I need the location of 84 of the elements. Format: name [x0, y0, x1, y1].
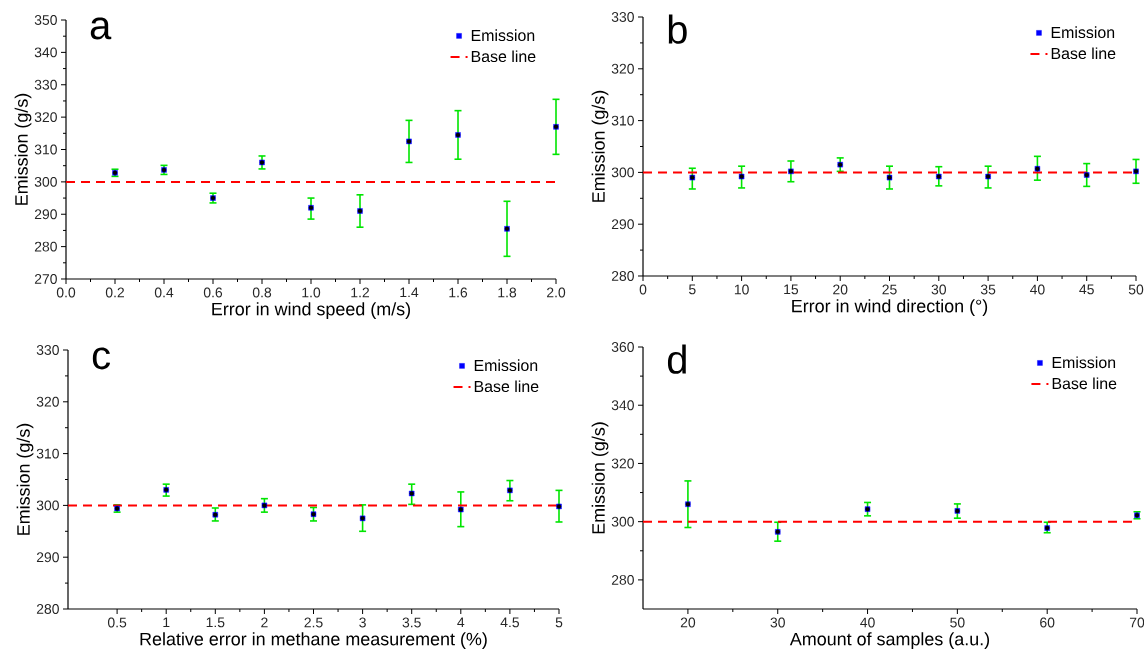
x-axis-title: Amount of samples (a.u.)	[789, 632, 990, 649]
x-tick-label: 1.8	[498, 287, 517, 298]
x-tick-label: 40	[860, 617, 875, 628]
x-tick-label: 15	[784, 284, 799, 295]
x-tick-label: 0.0	[56, 287, 76, 298]
legend-label: Emission	[471, 29, 535, 42]
x-axis-title: Error in wind direction (°)	[792, 299, 988, 316]
y-axis-title: Emission (g/s)	[591, 90, 609, 202]
legend-label: Emission	[474, 359, 538, 372]
x-tick-label: 1.0	[302, 287, 321, 298]
x-tick-label: 5	[555, 617, 563, 628]
x-tick-label: 1	[163, 617, 170, 628]
x-tick-label: 35	[980, 284, 996, 295]
x-tick-label: 3	[359, 617, 366, 628]
legend-label: Base line	[471, 50, 536, 63]
x-tick-label: 70	[1129, 617, 1144, 628]
x-tick-label: 4	[457, 617, 465, 628]
chart-title: b	[668, 14, 687, 44]
x-tick-label: 25	[882, 284, 897, 295]
y-tick-label: 340	[611, 400, 634, 411]
x-tick-label: 0	[639, 284, 647, 295]
x-tick-label: 40	[1029, 284, 1045, 295]
x-tick-label: 10	[734, 284, 749, 295]
x-tick-label: 30	[770, 617, 785, 628]
y-tick-label: 310	[34, 144, 57, 155]
legend-label: Base line	[1052, 377, 1117, 390]
chart-title: d	[667, 344, 686, 374]
x-tick-label: 30	[931, 284, 947, 295]
y-tick-label: 320	[611, 63, 634, 74]
x-tick-label: 1.2	[351, 287, 369, 298]
x-tick-label: 0.2	[105, 287, 124, 298]
x-tick-label: 5	[688, 284, 696, 295]
y-tick-label: 290	[36, 552, 59, 563]
y-tick-label: 320	[34, 112, 57, 123]
x-tick-label: 45	[1079, 284, 1094, 295]
x-tick-label: 0.5	[107, 617, 127, 628]
chart-title: a	[90, 17, 112, 40]
y-tick-label: 360	[611, 342, 634, 352]
legend-label: Base line	[1051, 47, 1116, 60]
x-axis-title: Error in wind speed (m/s)	[212, 302, 411, 319]
legend-label: Base line	[474, 380, 539, 393]
y-tick-label: 280	[36, 604, 59, 614]
x-tick-label: 0.8	[252, 287, 272, 298]
legend-label: Emission	[1051, 26, 1115, 39]
legend-label: Emission	[1052, 356, 1116, 369]
y-tick-label: 330	[36, 345, 59, 355]
y-tick-label: 310	[36, 448, 59, 459]
chart-title: c	[92, 347, 111, 370]
x-tick-label: 50	[1128, 284, 1144, 295]
y-tick-label: 310	[611, 115, 634, 126]
y-tick-label: 320	[36, 396, 59, 407]
x-tick-label: 20	[833, 284, 848, 295]
y-tick-label: 280	[611, 574, 634, 585]
x-tick-label: 4.5	[500, 617, 520, 628]
y-tick-label: 270	[34, 274, 57, 284]
y-tick-label: 300	[611, 516, 634, 527]
y-tick-label: 280	[611, 271, 634, 281]
y-tick-label: 300	[611, 167, 634, 178]
y-tick-label: 280	[34, 241, 57, 252]
y-axis-title: Emission (g/s)	[16, 423, 34, 535]
x-tick-label: 3.5	[402, 617, 421, 628]
y-tick-label: 290	[34, 209, 57, 220]
x-tick-label: 0.6	[203, 287, 223, 298]
y-axis-title: Emission (g/s)	[591, 422, 609, 534]
y-tick-label: 320	[611, 458, 634, 469]
y-tick-label: 340	[34, 47, 57, 58]
y-tick-label: 290	[611, 219, 634, 230]
x-tick-label: 1.6	[449, 287, 468, 298]
x-tick-label: 0.4	[154, 287, 174, 298]
y-tick-label: 300	[34, 176, 57, 187]
y-axis-title: Emission (g/s)	[14, 93, 32, 205]
y-tick-label: 330	[34, 79, 57, 90]
x-axis-title: Relative error in methane measurement (%)	[140, 632, 487, 649]
x-tick-label: 20	[680, 617, 696, 628]
x-tick-label: 1.5	[206, 617, 225, 628]
x-tick-label: 2.5	[304, 617, 323, 628]
x-tick-label: 60	[1040, 617, 1055, 628]
x-tick-label: 50	[950, 617, 965, 628]
y-tick-label: 300	[36, 500, 59, 511]
y-tick-label: 330	[611, 12, 634, 22]
y-tick-label: 350	[34, 15, 57, 25]
x-tick-label: 1.4	[400, 287, 419, 298]
x-tick-label: 2.0	[547, 287, 566, 298]
x-tick-label: 2	[261, 617, 268, 628]
